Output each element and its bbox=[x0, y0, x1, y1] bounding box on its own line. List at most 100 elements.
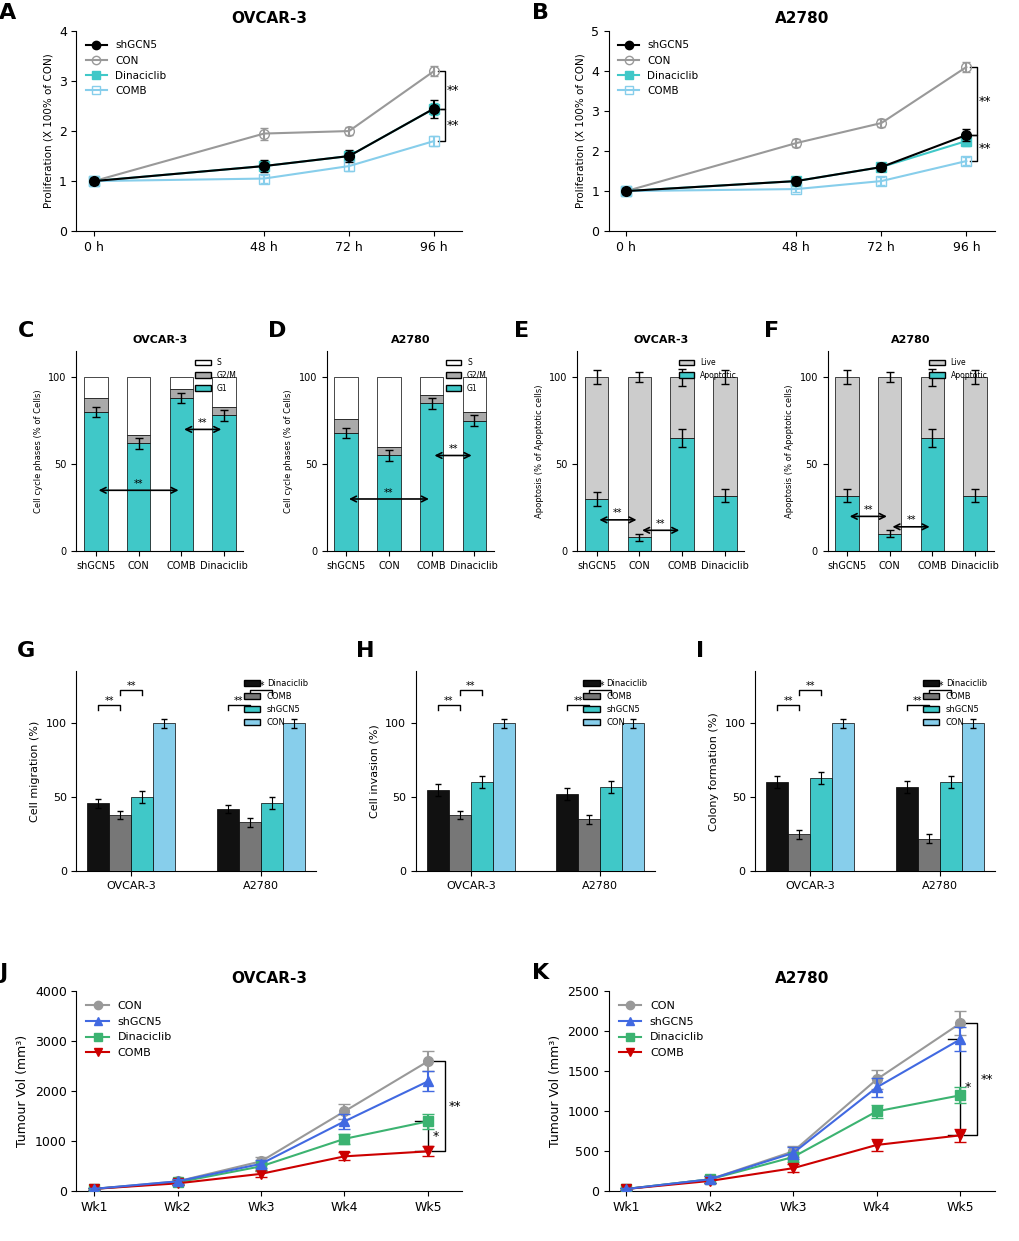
Bar bbox=[627, 537, 650, 551]
Text: **: ** bbox=[573, 696, 583, 706]
Bar bbox=[153, 724, 175, 871]
Bar bbox=[809, 778, 832, 871]
Bar bbox=[212, 377, 235, 407]
Text: **: ** bbox=[980, 1072, 993, 1086]
Bar bbox=[584, 377, 607, 499]
Bar bbox=[126, 377, 150, 434]
Title: A2780: A2780 bbox=[773, 11, 828, 26]
Legend: S, G2/M, G1: S, G2/M, G1 bbox=[192, 355, 239, 396]
Bar bbox=[238, 823, 261, 871]
Y-axis label: Apoptosis (% of Apoptotic cells): Apoptosis (% of Apoptotic cells) bbox=[534, 385, 543, 517]
Text: *: * bbox=[432, 1129, 438, 1143]
Bar bbox=[961, 724, 982, 871]
Bar bbox=[492, 724, 515, 871]
Legend: Dinaciclib, COMB, shGCN5, CON: Dinaciclib, COMB, shGCN5, CON bbox=[240, 675, 311, 731]
Text: **: ** bbox=[863, 505, 872, 515]
Y-axis label: Cell migration (%): Cell migration (%) bbox=[31, 721, 40, 822]
Text: **: ** bbox=[448, 1100, 461, 1113]
Bar bbox=[448, 815, 471, 871]
Bar bbox=[463, 421, 486, 551]
Text: **: ** bbox=[595, 681, 604, 691]
Title: OVCAR-3: OVCAR-3 bbox=[231, 970, 307, 985]
Text: I: I bbox=[695, 642, 703, 661]
Y-axis label: Proliferation (X 100% of CON): Proliferation (X 100% of CON) bbox=[43, 53, 53, 208]
Text: G: G bbox=[16, 642, 35, 661]
Bar bbox=[920, 377, 944, 438]
Bar bbox=[877, 377, 901, 534]
Text: **: ** bbox=[783, 696, 792, 706]
Legend: Dinaciclib, COMB, shGCN5, CON: Dinaciclib, COMB, shGCN5, CON bbox=[579, 675, 650, 731]
Bar bbox=[212, 407, 235, 416]
Title: A2780: A2780 bbox=[891, 335, 930, 345]
Text: E: E bbox=[514, 321, 529, 341]
Y-axis label: Apoptosis (% of Apoptotic cells): Apoptosis (% of Apoptotic cells) bbox=[785, 385, 793, 517]
Y-axis label: Colony formation (%): Colony formation (%) bbox=[708, 712, 718, 830]
Text: **: ** bbox=[443, 696, 453, 706]
Legend: Dinaciclib, COMB, shGCN5, CON: Dinaciclib, COMB, shGCN5, CON bbox=[918, 675, 989, 731]
Bar bbox=[788, 834, 809, 871]
Text: K: K bbox=[531, 963, 548, 983]
Bar bbox=[463, 377, 486, 412]
Bar bbox=[895, 787, 917, 871]
Text: A: A bbox=[0, 2, 16, 24]
Text: **: ** bbox=[446, 83, 459, 97]
Bar bbox=[131, 797, 153, 871]
Bar bbox=[212, 416, 235, 551]
Bar bbox=[261, 803, 282, 871]
Bar bbox=[669, 438, 693, 551]
Bar bbox=[471, 782, 492, 871]
Text: **: ** bbox=[233, 696, 244, 706]
Bar bbox=[88, 803, 109, 871]
Legend: shGCN5, CON, Dinaciclib, COMB: shGCN5, CON, Dinaciclib, COMB bbox=[613, 36, 702, 101]
Text: **: ** bbox=[978, 94, 990, 108]
Bar bbox=[627, 377, 650, 537]
Y-axis label: Tumour Vol (mm³): Tumour Vol (mm³) bbox=[16, 1035, 30, 1148]
Text: **: ** bbox=[256, 681, 265, 691]
Bar bbox=[334, 377, 358, 419]
Legend: shGCN5, CON, Dinaciclib, COMB: shGCN5, CON, Dinaciclib, COMB bbox=[82, 36, 170, 101]
Bar bbox=[917, 839, 938, 871]
Bar bbox=[938, 782, 961, 871]
Bar bbox=[832, 724, 854, 871]
Bar bbox=[109, 815, 131, 871]
Bar bbox=[835, 495, 858, 551]
Text: **: ** bbox=[912, 696, 921, 706]
Bar bbox=[420, 395, 443, 403]
Text: J: J bbox=[0, 963, 7, 983]
Y-axis label: Cell invasion (%): Cell invasion (%) bbox=[369, 725, 379, 818]
Text: **: ** bbox=[655, 519, 664, 529]
Bar bbox=[84, 398, 107, 412]
Text: *: * bbox=[964, 1081, 970, 1093]
Legend: Live, Apoptotic: Live, Apoptotic bbox=[925, 355, 989, 383]
Y-axis label: Cell cycle phases (% of Cells): Cell cycle phases (% of Cells) bbox=[284, 390, 292, 513]
Bar bbox=[712, 495, 736, 551]
Bar bbox=[169, 390, 193, 398]
Y-axis label: Proliferation (X 100% of CON): Proliferation (X 100% of CON) bbox=[575, 53, 585, 208]
Bar bbox=[334, 433, 358, 551]
Y-axis label: Tumour Vol (mm³): Tumour Vol (mm³) bbox=[548, 1035, 561, 1148]
Text: **: ** bbox=[805, 681, 814, 691]
Legend: CON, shGCN5, Dinaciclib, COMB: CON, shGCN5, Dinaciclib, COMB bbox=[613, 997, 708, 1062]
Bar bbox=[84, 412, 107, 551]
Bar bbox=[877, 534, 901, 551]
Bar bbox=[420, 403, 443, 551]
Text: **: ** bbox=[612, 509, 622, 519]
Bar bbox=[126, 443, 150, 551]
Text: **: ** bbox=[105, 696, 114, 706]
Text: **: ** bbox=[934, 681, 944, 691]
Bar bbox=[463, 412, 486, 421]
Bar bbox=[765, 782, 788, 871]
Text: **: ** bbox=[198, 418, 207, 428]
Text: C: C bbox=[18, 321, 35, 341]
Title: OVCAR-3: OVCAR-3 bbox=[231, 11, 307, 26]
Bar bbox=[963, 377, 986, 495]
Bar bbox=[426, 789, 448, 871]
Text: **: ** bbox=[126, 681, 136, 691]
Y-axis label: Cell cycle phases (% of Cells): Cell cycle phases (% of Cells) bbox=[34, 390, 43, 513]
Bar bbox=[920, 438, 944, 551]
Title: A2780: A2780 bbox=[773, 970, 828, 985]
Title: OVCAR-3: OVCAR-3 bbox=[633, 335, 688, 345]
Text: **: ** bbox=[906, 515, 915, 525]
Text: **: ** bbox=[448, 444, 458, 454]
Bar bbox=[835, 377, 858, 495]
